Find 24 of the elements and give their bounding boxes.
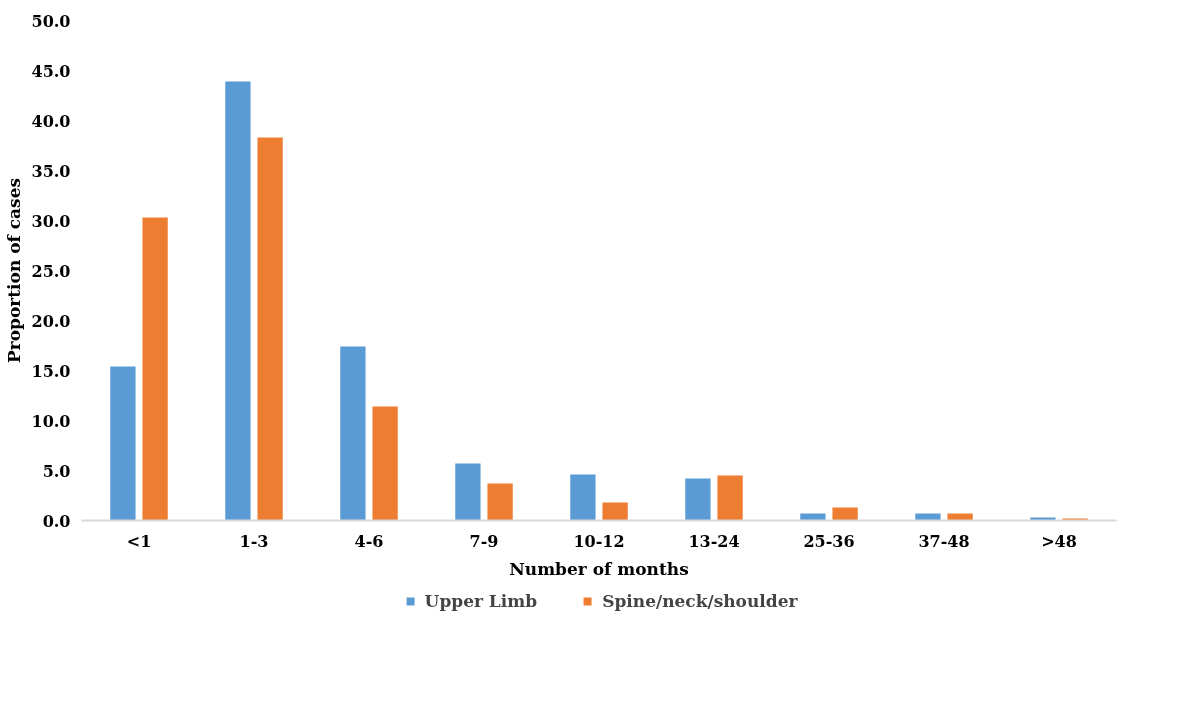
y-axis-title: Proportion of cases [3, 177, 24, 364]
x-axis-title: Number of months [509, 558, 689, 579]
y-tick-label: 10.0 [31, 411, 71, 431]
x-tick-label: >48 [1041, 531, 1077, 551]
y-tick-label: 5.0 [42, 461, 71, 481]
y-tick-label: 0.0 [42, 511, 71, 531]
y-tick-label: 40.0 [31, 111, 71, 131]
y-tick-label: 30.0 [31, 211, 71, 231]
x-tick-label: 25-36 [803, 531, 855, 551]
x-tick-label: 1-3 [239, 531, 269, 551]
x-tick-label: 37-48 [918, 531, 970, 551]
x-tick-label: 4-6 [354, 531, 384, 551]
x-tick-label: <1 [126, 531, 152, 551]
x-tick-label: 10-12 [573, 531, 625, 551]
x-tick-label: 13-24 [688, 531, 740, 551]
y-tick-label: 45.0 [31, 61, 71, 81]
y-tick-label: 50.0 [31, 11, 71, 31]
y-tick-label: 35.0 [31, 161, 71, 181]
x-tick-label: 7-9 [469, 531, 499, 551]
y-tick-label: 15.0 [31, 361, 71, 381]
legend-label: Spine/neck/shoulder [602, 591, 798, 611]
legend-label: Upper Limb [424, 591, 538, 611]
y-tick-label: 20.0 [31, 311, 71, 331]
y-tick-label: 25.0 [31, 261, 71, 281]
